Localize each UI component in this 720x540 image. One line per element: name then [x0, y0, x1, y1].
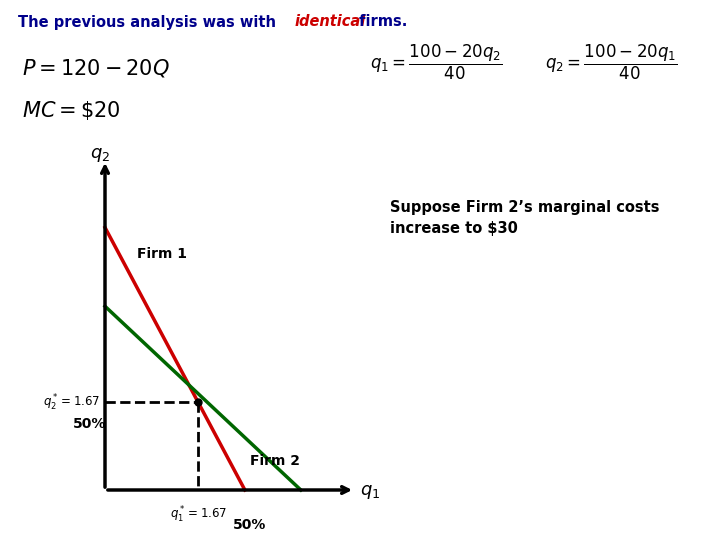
- Text: 50%: 50%: [73, 417, 107, 431]
- Text: The previous analysis was with: The previous analysis was with: [18, 15, 281, 30]
- Text: 50%: 50%: [233, 518, 266, 532]
- Text: Firm 2: Firm 2: [251, 454, 300, 468]
- Text: $q_1 = \dfrac{100 - 20q_2}{40}$: $q_1 = \dfrac{100 - 20q_2}{40}$: [370, 43, 503, 82]
- Text: $q_2^* = 1.67$: $q_2^* = 1.67$: [42, 393, 100, 413]
- Text: $q_1^* = 1.67$: $q_1^* = 1.67$: [170, 505, 227, 525]
- Text: firms.: firms.: [354, 15, 408, 30]
- Text: Suppose Firm 2’s marginal costs
increase to $30: Suppose Firm 2’s marginal costs increase…: [390, 200, 660, 236]
- Text: $P = 120 - 20Q$: $P = 120 - 20Q$: [22, 57, 170, 79]
- Text: Firm 1: Firm 1: [137, 247, 186, 261]
- Text: identical: identical: [295, 15, 366, 30]
- Text: $q_2 = \dfrac{100 - 20q_1}{40}$: $q_2 = \dfrac{100 - 20q_1}{40}$: [545, 43, 678, 82]
- Text: $q_2$: $q_2$: [90, 146, 110, 164]
- Text: $q_1$: $q_1$: [360, 483, 380, 501]
- Text: $MC = \$20$: $MC = \$20$: [22, 98, 120, 122]
